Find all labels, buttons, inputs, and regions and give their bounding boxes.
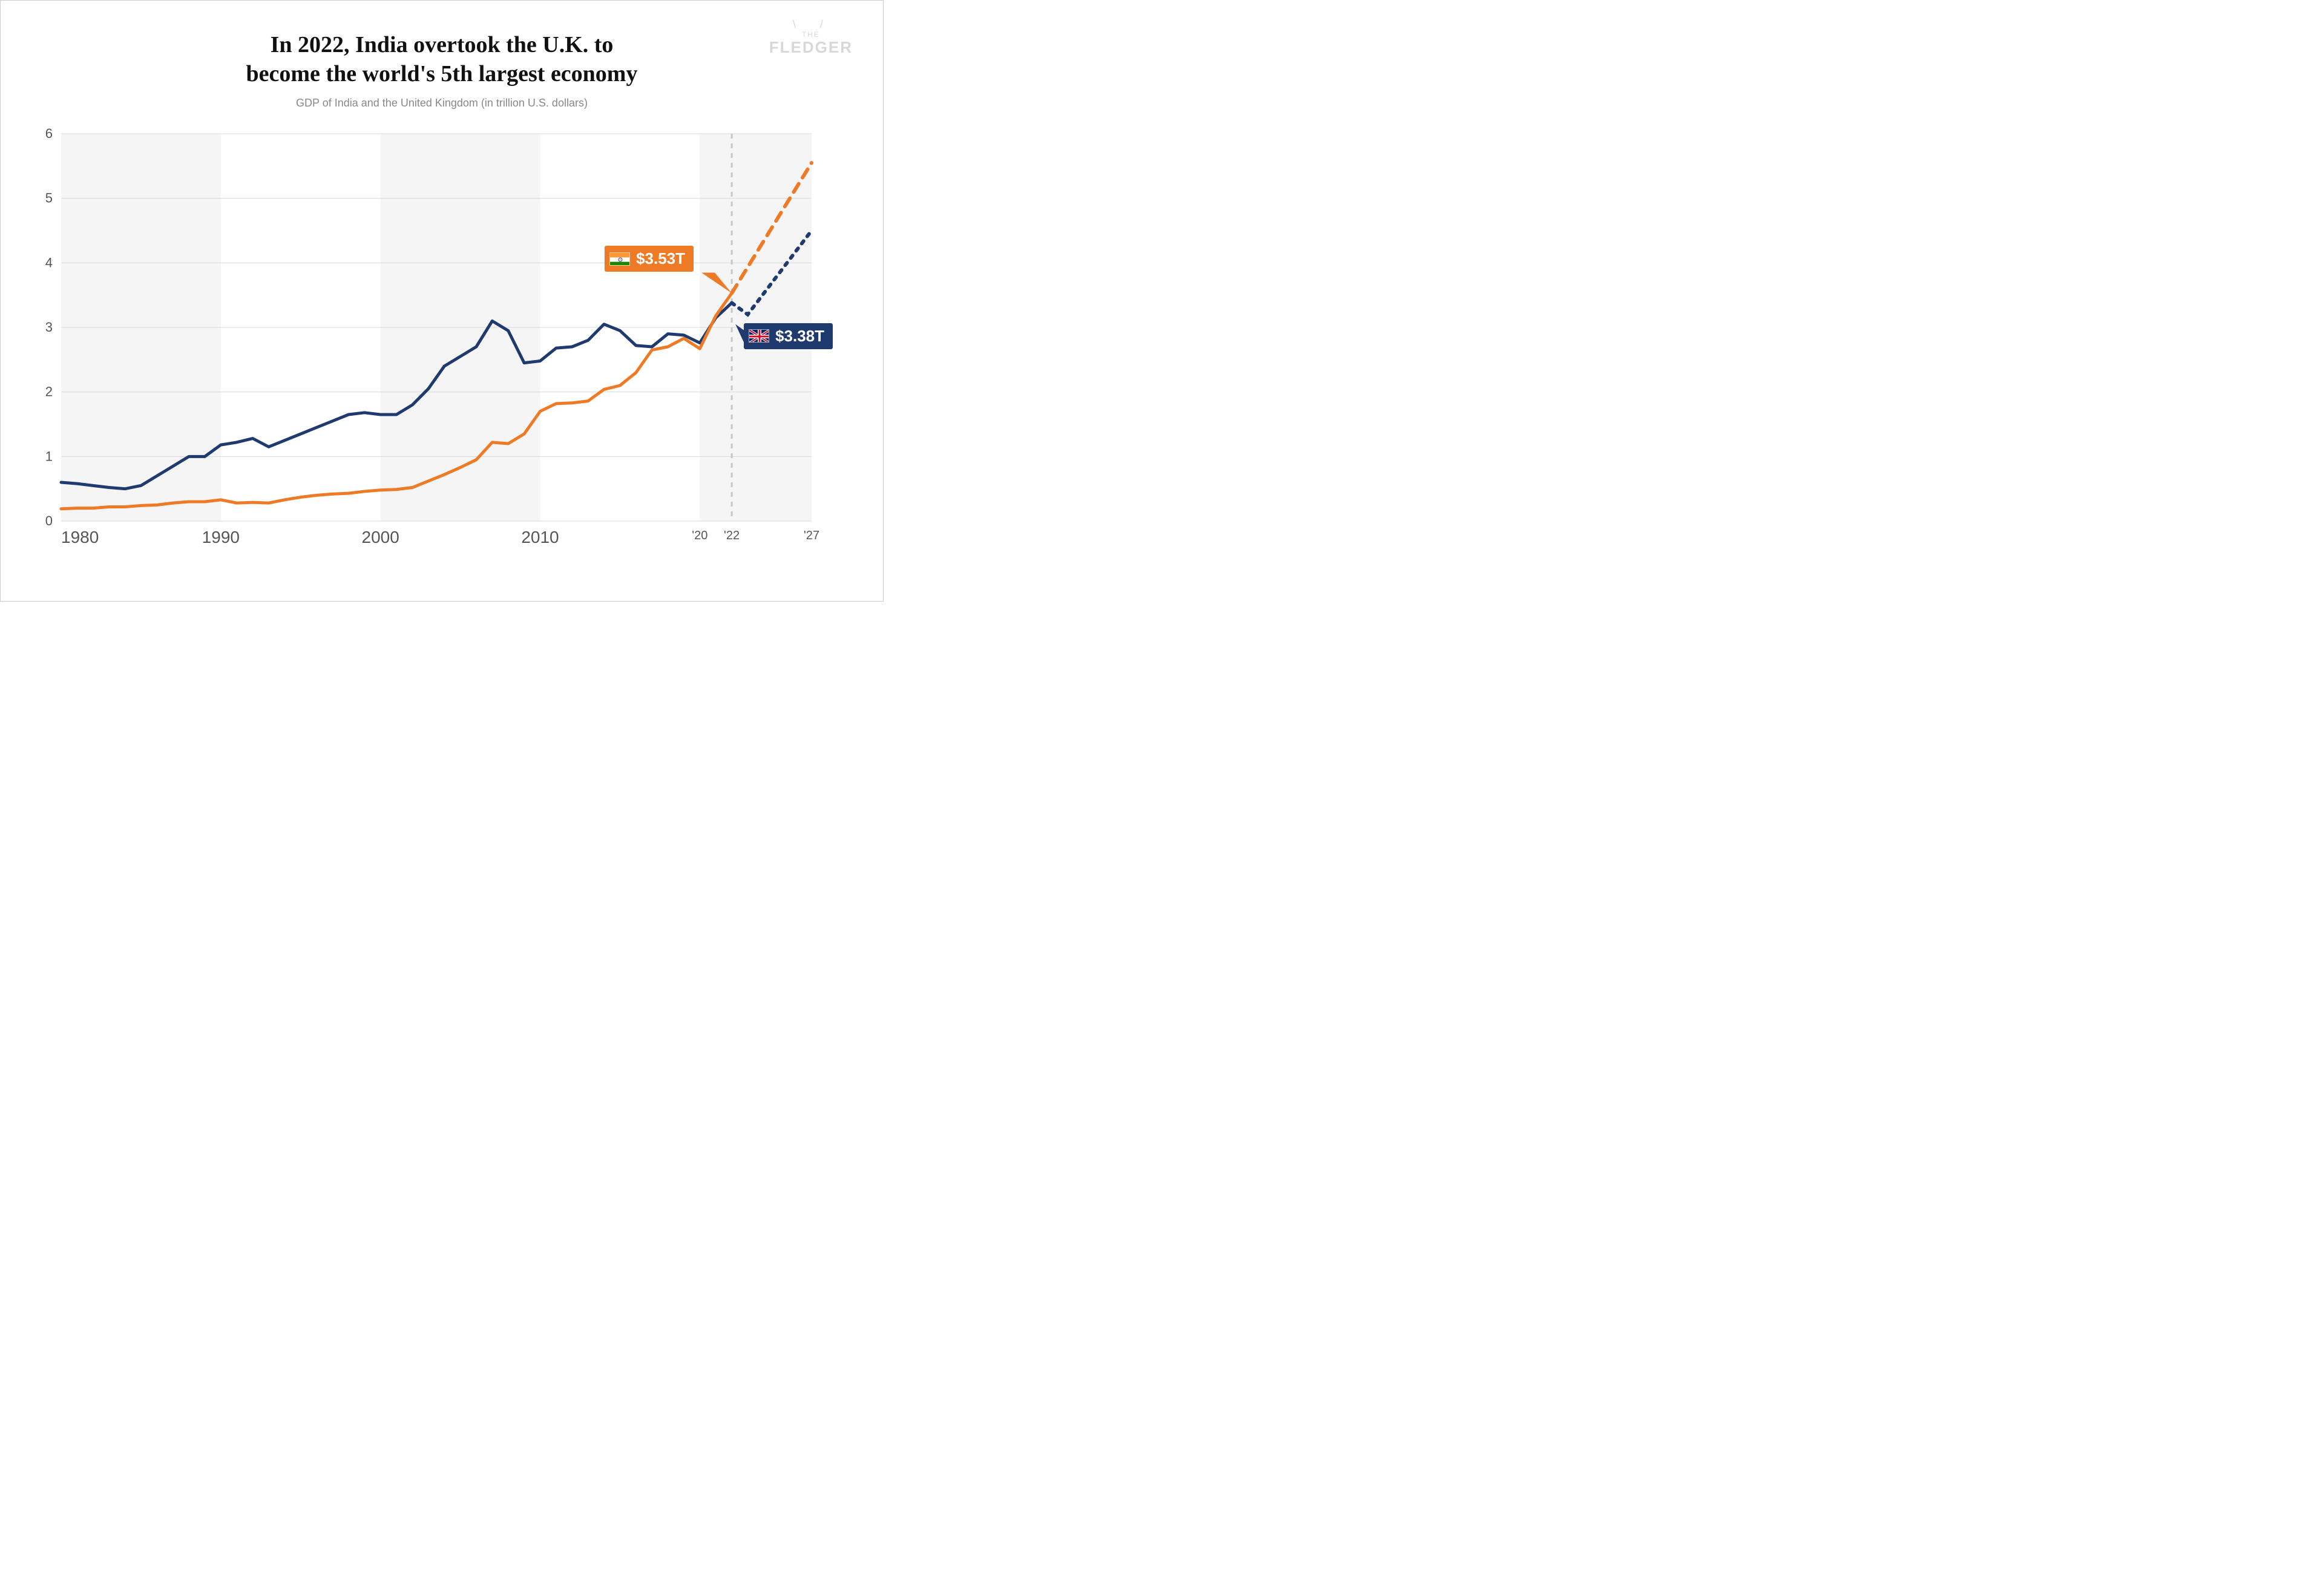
chart-frame: \ / THE FLEDGER In 2022, India overtook … — [0, 0, 884, 602]
callout-india: $3.53T — [605, 246, 694, 272]
logo-name: FLEDGER — [769, 39, 853, 55]
callout-india-label: $3.53T — [636, 249, 685, 268]
svg-text:1: 1 — [45, 448, 53, 464]
svg-text:'27: '27 — [804, 529, 819, 542]
logo-the: THE — [802, 30, 820, 39]
title-line-2: become the world's 5th largest economy — [25, 60, 859, 89]
callout-uk: $3.38T — [744, 323, 833, 349]
chart-subtitle: GDP of India and the United Kingdom (in … — [25, 97, 859, 110]
publisher-logo: \ / THE FLEDGER — [769, 19, 853, 55]
line-chart-svg: 0 1 2 3 4 5 6 1980 1990 2000 2010 '20 '22 '27 — [25, 128, 824, 551]
logo-wings-icon: \ / — [769, 19, 853, 30]
svg-text:1990: 1990 — [202, 528, 240, 546]
svg-text:5: 5 — [45, 191, 53, 206]
callout-uk-label: $3.38T — [775, 327, 824, 346]
india-flag-icon — [609, 252, 630, 266]
title-line-1: In 2022, India overtook the U.K. to — [25, 31, 859, 60]
svg-text:2000: 2000 — [362, 528, 399, 546]
svg-text:'20: '20 — [692, 529, 707, 542]
svg-text:6: 6 — [45, 128, 53, 141]
svg-text:2: 2 — [45, 384, 53, 399]
uk-flag-icon — [749, 329, 769, 343]
svg-text:4: 4 — [45, 255, 53, 270]
chart-area: 0 1 2 3 4 5 6 1980 1990 2000 2010 '20 '22 '27 $3.53T — [25, 128, 859, 551]
svg-text:'22: '22 — [724, 529, 740, 542]
svg-text:0: 0 — [45, 513, 53, 528]
svg-text:1980: 1980 — [61, 528, 99, 546]
svg-text:2010: 2010 — [521, 528, 559, 546]
svg-text:3: 3 — [45, 320, 53, 335]
chart-title: In 2022, India overtook the U.K. to beco… — [25, 31, 859, 88]
